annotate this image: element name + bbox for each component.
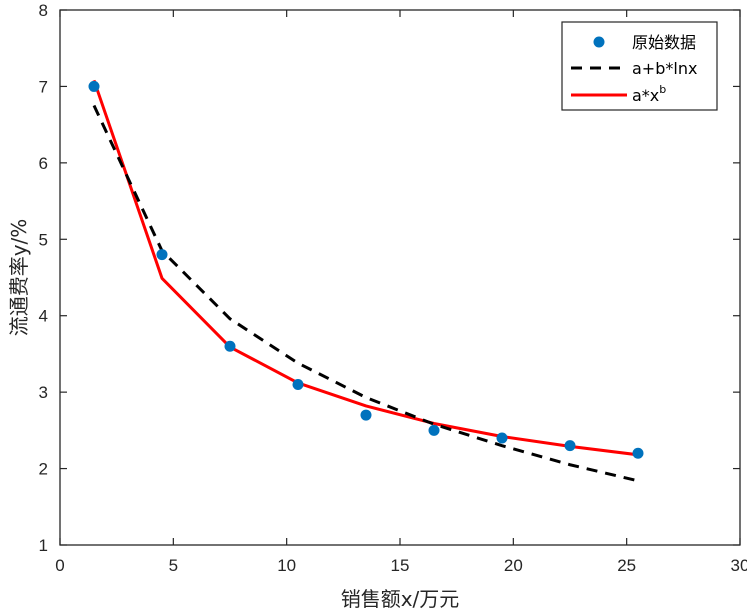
x-tick-label: 30 bbox=[731, 556, 747, 575]
legend-box bbox=[561, 21, 718, 111]
x-axis-title: 销售额x/万元 bbox=[341, 587, 460, 611]
legend-label-power-base: a*x bbox=[632, 86, 659, 105]
y-tick-label: 1 bbox=[39, 536, 48, 555]
legend-label-power-sup: b bbox=[659, 83, 666, 96]
ticks-layer: 0 5 10 15 20 25 30 1 2 3 4 5 6 7 8 bbox=[39, 1, 747, 575]
x-tick-label: 15 bbox=[391, 556, 410, 575]
y-tick-label: 2 bbox=[39, 460, 48, 479]
data-point bbox=[632, 447, 644, 459]
y-tick-label: 7 bbox=[39, 77, 48, 96]
data-point bbox=[156, 249, 168, 261]
data-point bbox=[360, 409, 372, 421]
y-tick-label: 4 bbox=[39, 307, 48, 326]
data-point bbox=[428, 424, 440, 436]
legend-label-power: a*xb bbox=[632, 83, 666, 105]
legend-marker-raw bbox=[593, 36, 605, 48]
y-tick-label: 8 bbox=[39, 1, 48, 20]
y-tick-label: 3 bbox=[39, 383, 48, 402]
y-tick-label: 5 bbox=[39, 230, 48, 249]
data-point bbox=[88, 80, 100, 92]
x-tick-label: 20 bbox=[504, 556, 523, 575]
series-layer bbox=[88, 79, 644, 483]
y-axis-title: 流通费率y/% bbox=[7, 219, 31, 337]
data-point bbox=[224, 340, 236, 352]
x-tick-label: 5 bbox=[169, 556, 178, 575]
y-tick-label: 6 bbox=[39, 154, 48, 173]
x-tick-label: 10 bbox=[277, 556, 296, 575]
data-point bbox=[564, 440, 576, 452]
plot-frame bbox=[59, 9, 741, 546]
x-tick-label: 0 bbox=[55, 556, 64, 575]
x-tick-label: 25 bbox=[617, 556, 636, 575]
data-point bbox=[292, 379, 304, 390]
data-point bbox=[496, 432, 508, 444]
legend-label-log: a+b*lnx bbox=[632, 59, 697, 78]
series-line-log bbox=[92, 104, 639, 483]
series-line-power bbox=[92, 79, 639, 457]
legend-label-raw: 原始数据 bbox=[632, 33, 696, 52]
legend: 原始数据 a+b*lnx a*xb bbox=[561, 21, 718, 111]
